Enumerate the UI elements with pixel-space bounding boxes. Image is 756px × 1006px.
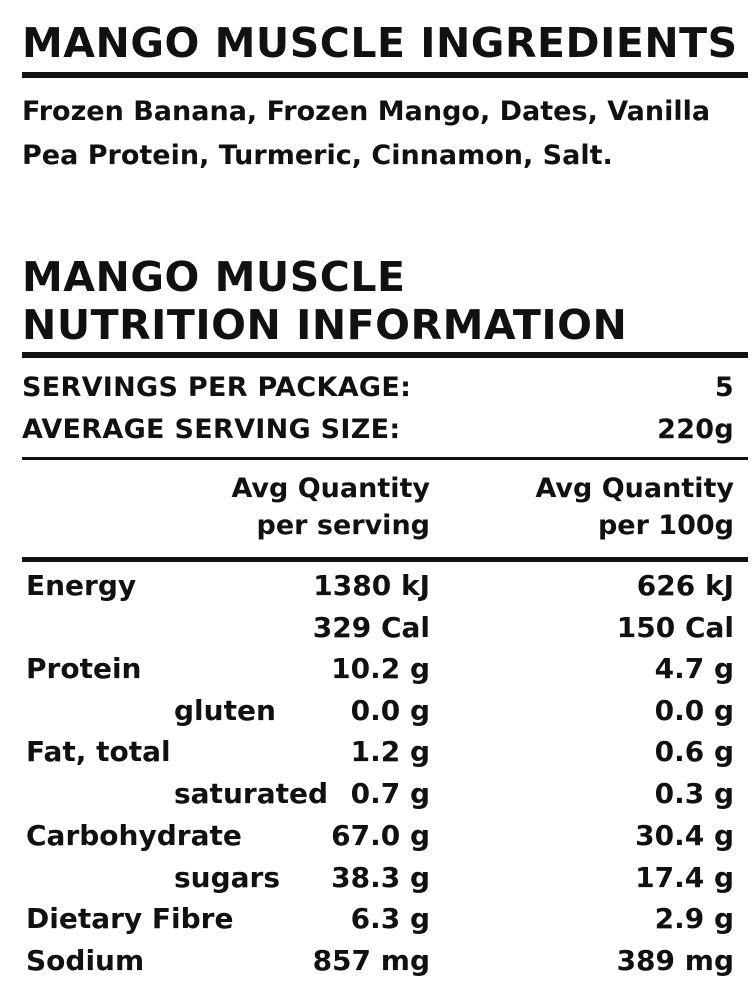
per-100g-value: 17.4 g — [635, 861, 734, 894]
per-100g-value: 30.4 g — [635, 819, 734, 852]
per-serving-value: 1.2 g — [350, 735, 430, 768]
per-serving-value: 38.3 g — [331, 861, 430, 894]
per-100g-value: 0.0 g — [654, 694, 734, 727]
per-serving-value: 1380 kJ — [313, 569, 430, 602]
servings-value: 5 — [714, 372, 734, 403]
per-serving-value: 329 Cal — [312, 611, 430, 644]
nutrition-heading-line-2: NUTRITION INFORMATION — [22, 301, 628, 349]
per-100g-value: 0.6 g — [654, 735, 734, 768]
per-100g-value: 0.3 g — [654, 777, 734, 810]
column-header-per-serving-line-2: per serving — [256, 510, 430, 541]
column-header-per-100g-line-1: Avg Quantity — [535, 473, 734, 504]
row-sublabel: saturated — [174, 777, 328, 810]
per-serving-value: 857 mg — [312, 944, 430, 977]
row-label: Protein — [26, 652, 142, 685]
table-header-divider — [22, 557, 748, 562]
ingredients-line-2: Pea Protein, Turmeric, Cinnamon, Salt. — [22, 140, 613, 171]
row-label: Fat, total — [26, 735, 171, 768]
per-100g-value: 150 Cal — [616, 611, 734, 644]
per-serving-value: 67.0 g — [331, 819, 430, 852]
per-serving-value: 0.7 g — [350, 777, 430, 810]
ingredients-heading: MANGO MUSCLE INGREDIENTS — [22, 19, 738, 67]
per-serving-value: 10.2 g — [331, 652, 430, 685]
row-label: Sodium — [26, 944, 145, 977]
serving-size-value: 220g — [657, 414, 734, 445]
per-100g-value: 4.7 g — [654, 652, 734, 685]
per-100g-value: 389 mg — [616, 944, 734, 977]
per-serving-value: 6.3 g — [350, 902, 430, 935]
per-100g-value: 2.9 g — [654, 902, 734, 935]
servings-label: SERVINGS PER PACKAGE: — [22, 372, 412, 403]
row-sublabel: gluten — [174, 694, 276, 727]
nutrition-heading-divider — [22, 352, 748, 358]
column-header-per-100g-line-2: per 100g — [597, 510, 734, 541]
row-sublabel: sugars — [174, 861, 281, 894]
column-header-per-serving-line-1: Avg Quantity — [231, 473, 430, 504]
row-label: Carbohydrate — [26, 819, 242, 852]
summary-divider — [22, 457, 748, 460]
ingredients-list: Frozen Banana, Frozen Mango, Dates, Vani… — [22, 90, 742, 178]
ingredients-divider — [22, 72, 748, 78]
row-label: Dietary Fibre — [26, 902, 234, 935]
per-100g-value: 626 kJ — [636, 569, 734, 602]
ingredients-line-1: Frozen Banana, Frozen Mango, Dates, Vani… — [22, 96, 711, 127]
row-label: Energy — [26, 569, 137, 602]
nutrition-heading-line-1: MANGO MUSCLE — [22, 253, 406, 301]
per-serving-value: 0.0 g — [350, 694, 430, 727]
serving-size-label: AVERAGE SERVING SIZE: — [22, 414, 401, 445]
